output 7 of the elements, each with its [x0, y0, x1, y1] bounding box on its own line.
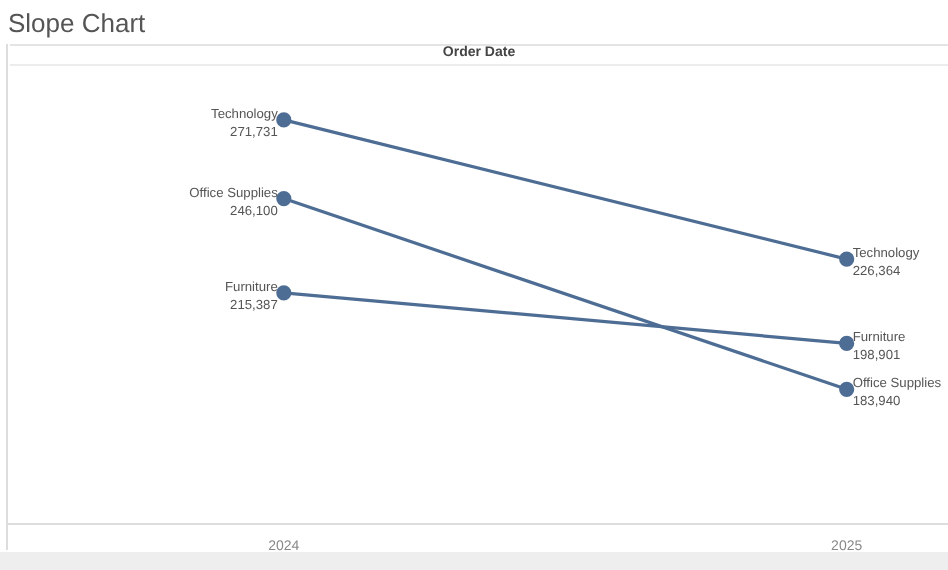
point	[276, 285, 292, 301]
chart-title: Slope Chart	[8, 8, 146, 38]
point	[276, 112, 292, 128]
point	[839, 335, 855, 351]
point	[839, 251, 855, 267]
point	[839, 381, 855, 397]
point	[276, 190, 292, 207]
